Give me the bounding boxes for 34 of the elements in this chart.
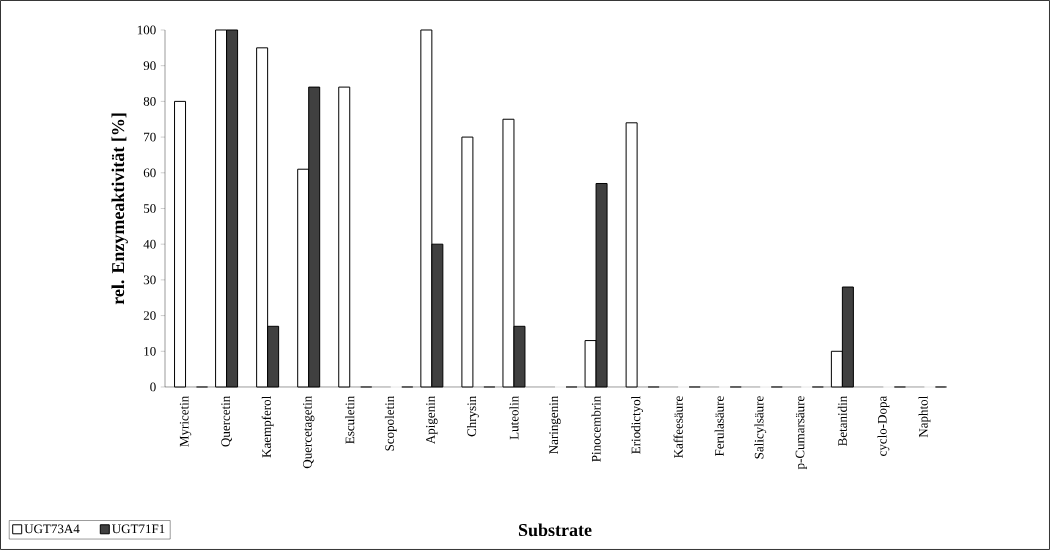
x-tick-label: Scopoletin bbox=[384, 395, 397, 451]
x-tick-label: Luteolin bbox=[509, 395, 519, 440]
legend-label: UGT73A4 bbox=[24, 524, 80, 534]
x-tick-label: Pinocembrin bbox=[591, 395, 601, 462]
y-tick-label: 60 bbox=[143, 168, 156, 178]
x-tick-label: p-Cumarsäure bbox=[795, 396, 808, 470]
y-tick-label: 10 bbox=[144, 346, 156, 356]
x-tick-label: Quercetin bbox=[221, 395, 232, 447]
x-tick-label: Apigenin bbox=[426, 395, 438, 445]
x-tick-label: Esculetin bbox=[345, 395, 355, 444]
x-tick-label: Eriodictyol bbox=[631, 396, 644, 454]
x-tick-label: Naringenin bbox=[549, 395, 561, 454]
x-tick-label: Ferulasäure bbox=[714, 396, 724, 457]
y-tick-label: 40 bbox=[143, 239, 156, 249]
y-tick-label: 20 bbox=[143, 311, 156, 320]
x-tick-label: Betanidin bbox=[837, 395, 847, 446]
y-tick-label: 80 bbox=[143, 97, 156, 106]
x-tick-label: Kaffeesäure bbox=[673, 396, 683, 458]
y-tick-label: 70 bbox=[144, 132, 156, 142]
y-axis-title: rel. Enzymeaktivität [%] bbox=[111, 113, 128, 305]
x-tick-label: Myricetin bbox=[179, 395, 192, 447]
y-tick-label: 30 bbox=[143, 275, 156, 285]
y-tick-label: 50 bbox=[143, 204, 156, 213]
y-tick-label: 90 bbox=[143, 61, 156, 71]
legend-label: UGT71F1 bbox=[112, 524, 165, 534]
x-tick-label: Chrysin bbox=[467, 395, 479, 437]
y-tick-label: 100 bbox=[137, 25, 156, 35]
x-tick-label: Quercetagetin bbox=[302, 395, 315, 469]
x-tick-label: Naphtol bbox=[918, 396, 931, 438]
x-axis-title: Substrate bbox=[518, 523, 592, 537]
y-tick-label: 0 bbox=[150, 382, 156, 392]
x-tick-label: cyclo-Dopa bbox=[877, 395, 890, 456]
x-tick-label: Salicylsäure bbox=[754, 396, 767, 459]
x-tick-label: Kaempferol bbox=[261, 396, 274, 458]
